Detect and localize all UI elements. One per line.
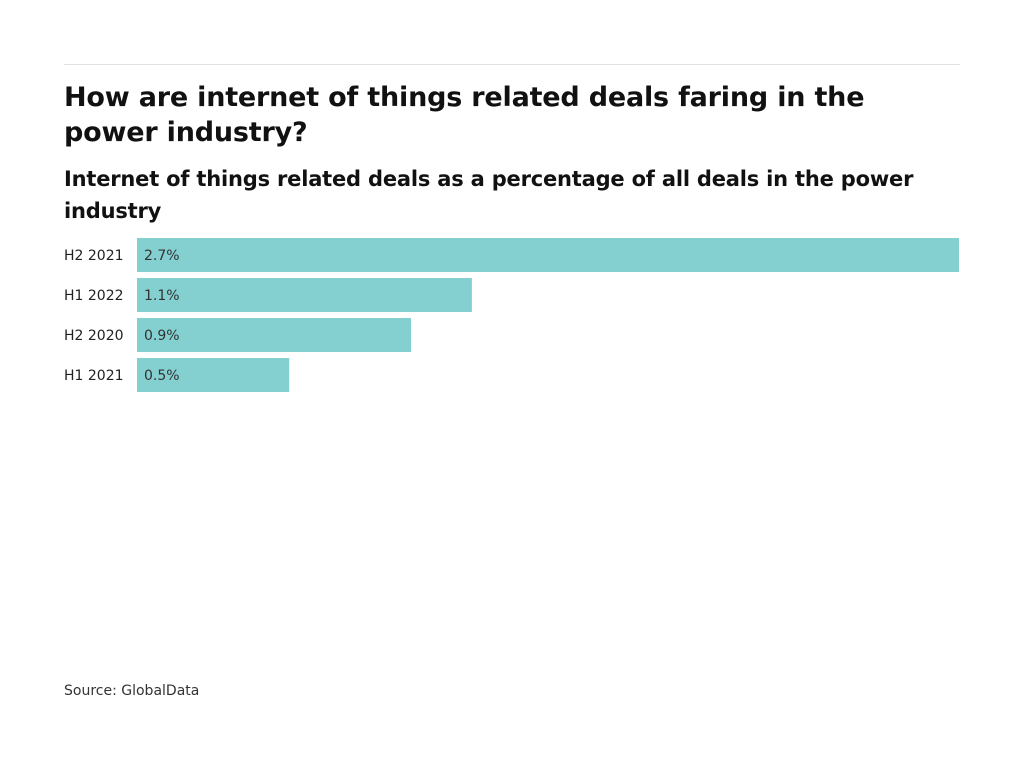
bar-row: H1 2021 0.5% (64, 358, 290, 392)
value-label: 1.1% (144, 288, 180, 304)
chart-title: How are internet of things related deals… (64, 82, 865, 148)
bar-row: H2 2020 0.9% (64, 318, 411, 352)
source-note: Source: GlobalData (64, 683, 200, 699)
top-divider (64, 64, 960, 65)
value-label: 0.9% (144, 328, 180, 344)
category-label: H1 2022 (64, 288, 124, 304)
bar-chart: H2 2021 2.7% H1 2022 1.1% H2 2020 0.9% H1 2021… (64, 238, 959, 392)
bar-row: H2 2021 2.7% (64, 238, 959, 272)
bar (137, 238, 959, 272)
bar (137, 278, 472, 312)
bar (137, 318, 411, 352)
category-label: H2 2020 (64, 328, 124, 344)
value-label: 2.7% (144, 248, 180, 264)
chart-subtitle: Internet of things related deals as a pe… (64, 167, 914, 223)
bar-row: H1 2022 1.1% (64, 278, 472, 312)
value-label: 0.5% (144, 368, 180, 384)
category-label: H2 2021 (64, 248, 124, 264)
category-label: H1 2021 (64, 368, 124, 384)
bar (137, 358, 290, 392)
